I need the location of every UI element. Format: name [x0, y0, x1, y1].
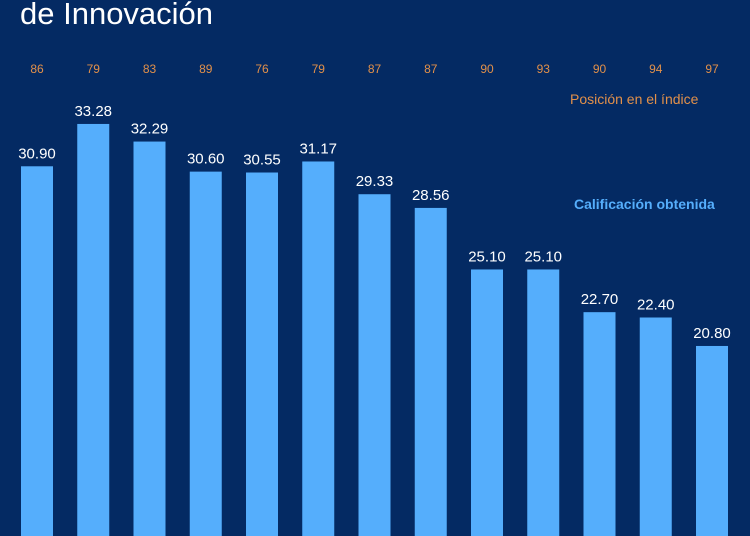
- value-label: 25.10: [468, 248, 506, 265]
- bar: [358, 194, 391, 536]
- bar: [471, 269, 503, 536]
- value-label: 30.60: [187, 151, 225, 168]
- bar: [414, 207, 447, 536]
- rank-label: 97: [705, 62, 719, 76]
- value-label: 33.28: [74, 103, 112, 120]
- value-label: 29.33: [356, 173, 394, 190]
- rank-label: 94: [649, 62, 663, 76]
- value-label: 31.17: [299, 140, 337, 157]
- bar: [302, 161, 335, 536]
- rank-label: 90: [480, 62, 494, 76]
- bar: [527, 269, 560, 536]
- value-label: 20.80: [693, 325, 731, 342]
- value-label: 22.40: [637, 297, 675, 314]
- bar: [639, 317, 672, 536]
- rank-label: 90: [593, 62, 607, 76]
- bar: [189, 171, 222, 536]
- rank-label: 87: [368, 62, 382, 76]
- value-label: 22.70: [581, 291, 619, 308]
- chart-title: de Innovación: [20, 0, 214, 31]
- rank-label: 76: [255, 62, 269, 76]
- value-label: 25.10: [524, 248, 562, 265]
- rank-label: 93: [537, 62, 551, 76]
- value-label: 30.55: [243, 152, 281, 169]
- rank-label: 86: [30, 62, 44, 76]
- value-label: 32.29: [131, 121, 169, 138]
- rank-label: 79: [312, 62, 326, 76]
- bar: [77, 123, 110, 536]
- rank-label: 79: [87, 62, 101, 76]
- legend-rank: Posición en el índice: [570, 91, 699, 107]
- bar: [583, 312, 616, 536]
- bar: [696, 345, 728, 536]
- bar: [133, 141, 166, 536]
- rank-label: 89: [199, 62, 213, 76]
- legend-score: Calificación obtenida: [574, 196, 715, 212]
- value-label: 28.56: [412, 187, 450, 204]
- rank-label: 87: [424, 62, 438, 76]
- bar: [21, 166, 53, 536]
- value-label: 30.90: [18, 145, 56, 162]
- bar: [246, 172, 278, 536]
- rank-label: 83: [143, 62, 157, 76]
